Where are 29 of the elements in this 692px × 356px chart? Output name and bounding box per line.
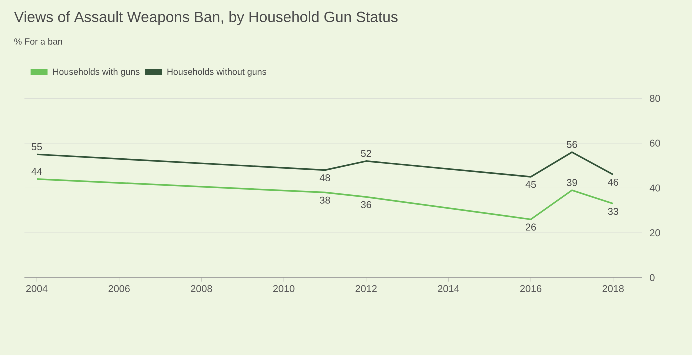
x-tick-label: 2010 [273, 286, 295, 293]
data-label: 44 [32, 168, 42, 176]
x-tick-label: 2008 [191, 286, 212, 293]
data-label: 55 [32, 144, 42, 151]
y-tick-label: 80 [650, 95, 660, 102]
legend-label: Households without guns [168, 68, 266, 78]
x-tick-label: 2018 [602, 286, 624, 293]
data-label: 45 [526, 181, 536, 188]
data-label: 38 [320, 197, 330, 204]
data-label: 33 [608, 208, 618, 216]
x-tick-label: 2012 [356, 286, 377, 293]
data-label: 36 [361, 202, 372, 209]
data-label: 48 [320, 174, 330, 182]
x-tick-label: 2016 [520, 286, 542, 293]
y-tick-label: 60 [650, 140, 660, 148]
data-label: 56 [567, 141, 578, 148]
x-tick-label: 2006 [108, 286, 130, 293]
data-label: 39 [567, 180, 578, 187]
y-tick-label: 40 [650, 184, 660, 192]
data-label: 52 [361, 150, 372, 158]
y-tick-label: 0 [650, 274, 655, 282]
data-label: 46 [608, 179, 618, 186]
data-label: 26 [526, 224, 536, 232]
y-tick-label: 20 [650, 230, 660, 237]
legend-label: Households with guns [53, 68, 140, 78]
chart-subtitle: % For a ban [14, 38, 62, 46]
x-tick-label: 2004 [26, 286, 48, 293]
x-tick-label: 2014 [438, 286, 460, 293]
chart-title: Views of Assault Weapons Ban, by Household Gun Status [14, 12, 398, 26]
